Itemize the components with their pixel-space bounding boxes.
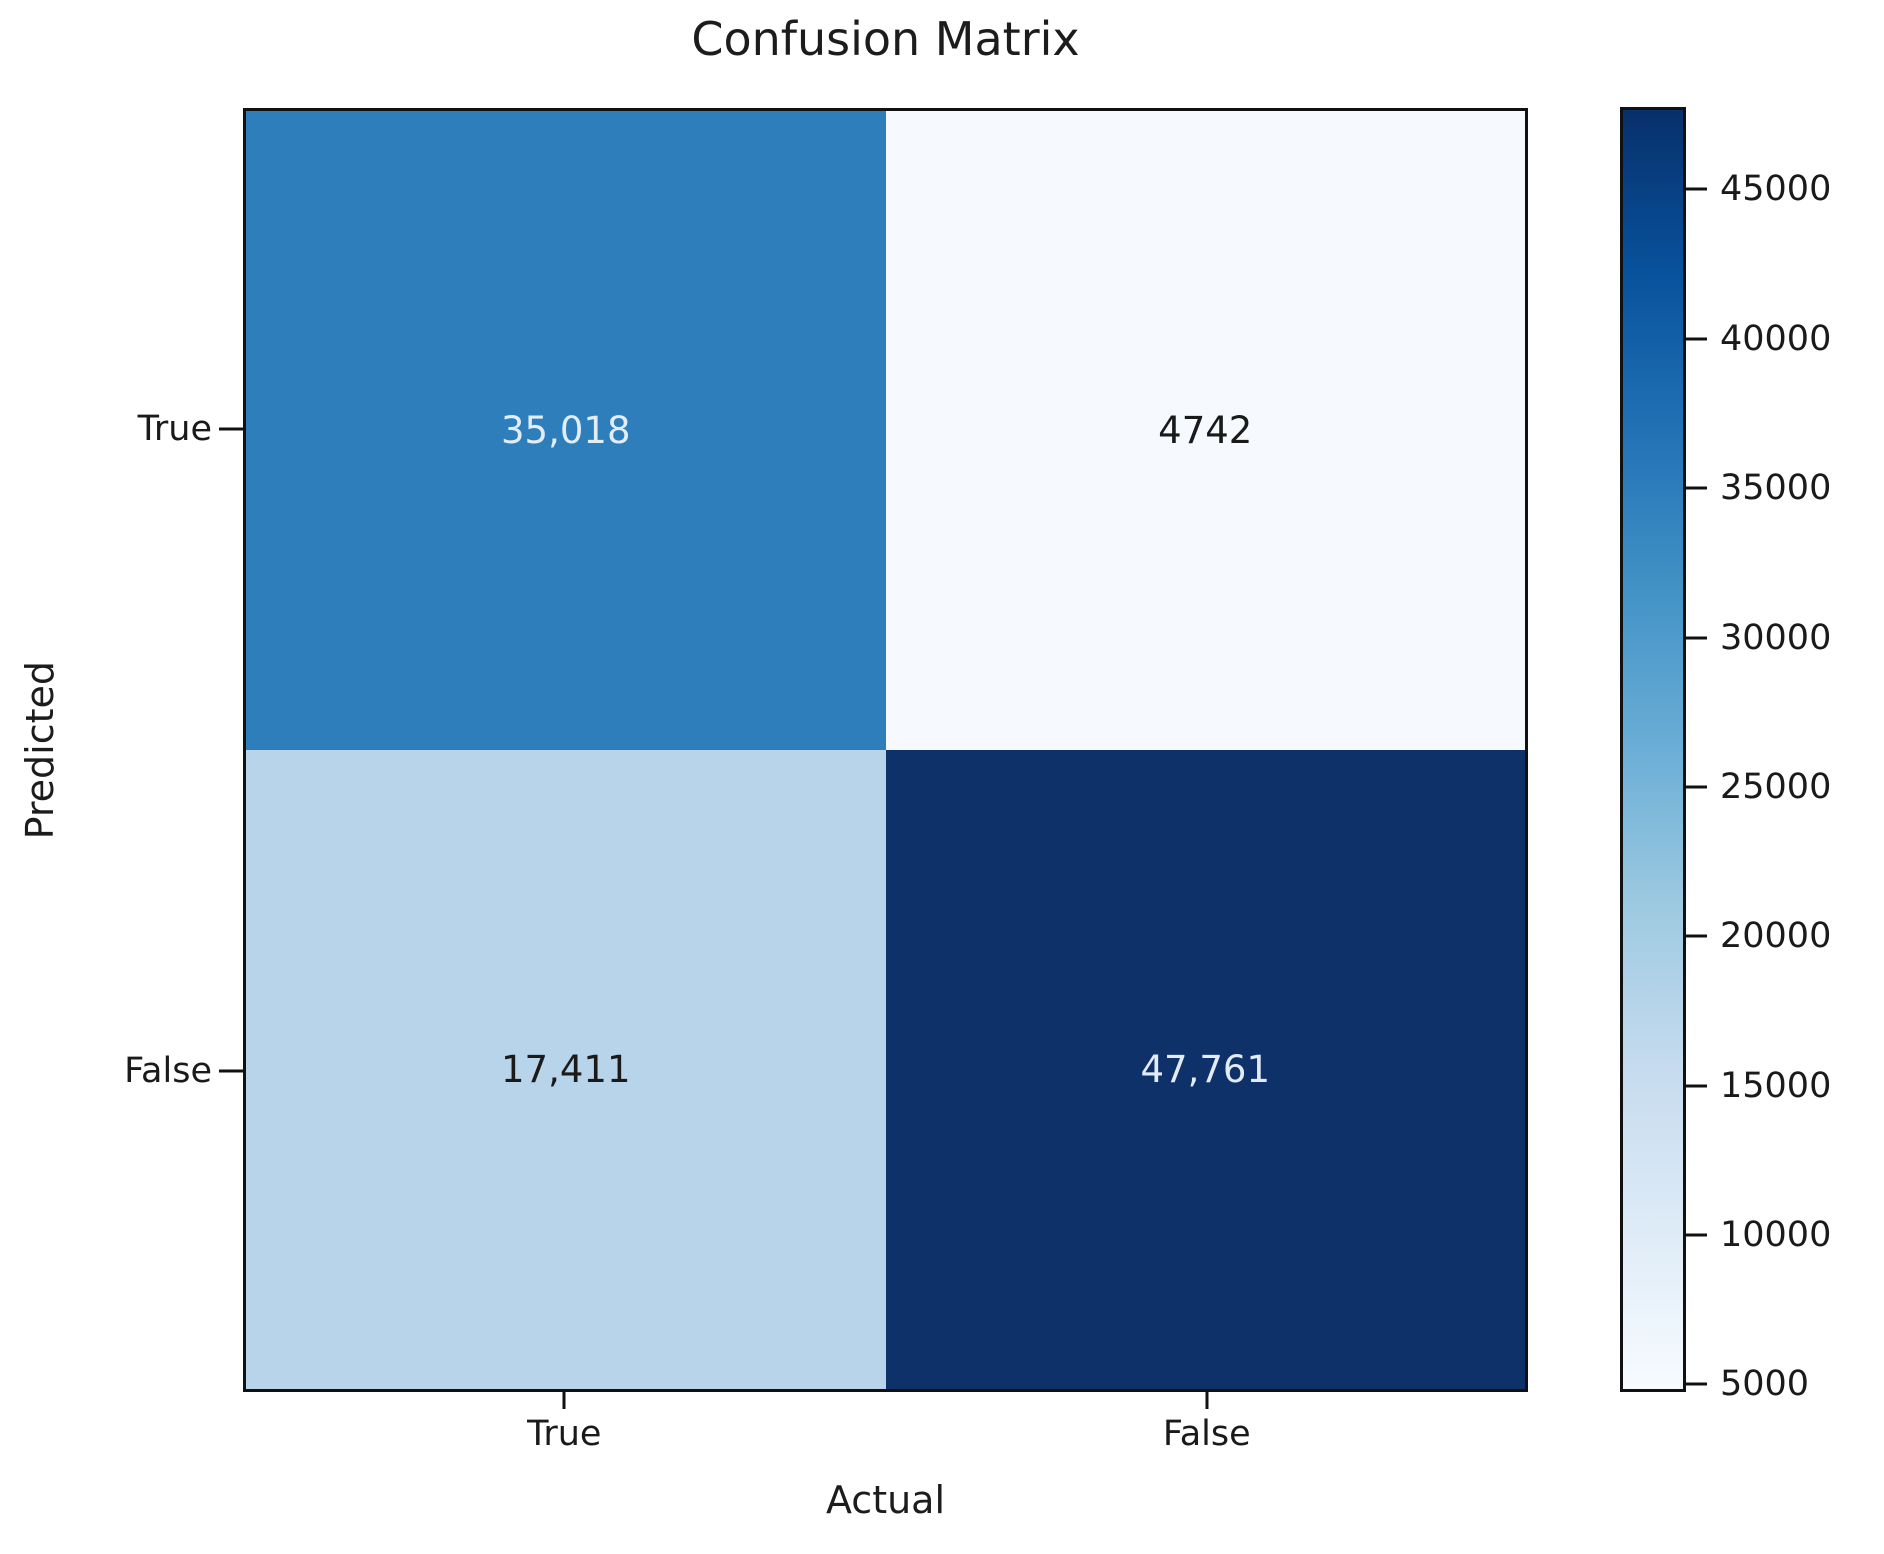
colorbar-tickmark (1686, 1382, 1707, 1386)
colorbar-ticklabel: 20000 (1720, 916, 1832, 957)
y-tickmark (219, 1069, 243, 1073)
colorbar-ticklabel: 25000 (1720, 766, 1832, 807)
heatmap-cells: 35,018 4742 17,411 47,761 (246, 111, 1525, 1389)
colorbar-ticklabel: 15000 (1720, 1065, 1832, 1106)
y-ticklabel: True (137, 409, 212, 449)
colorbar-tickmark (1686, 636, 1707, 640)
x-tickmark (562, 1392, 566, 1409)
heatmap-plot-area: 35,018 4742 17,411 47,761 (243, 108, 1528, 1392)
x-axis-tickmarks (243, 1392, 1528, 1412)
x-axis-label: Actual (825, 1478, 946, 1522)
x-tickmark (1205, 1392, 1209, 1409)
colorbar-tickmark (1686, 1084, 1707, 1088)
colorbar-tickmark (1686, 337, 1707, 341)
x-axis-ticklabels: True False (243, 1414, 1528, 1464)
y-axis-tickmarks (219, 108, 243, 1392)
colorbar-ticklabel: 30000 (1720, 617, 1832, 658)
colorbar-ticks: 45000 40000 35000 30000 25000 20000 15000 10000… (1686, 107, 1884, 1404)
colorbar-ticklabel: 45000 (1720, 169, 1832, 210)
colorbar-tickmark (1686, 934, 1707, 938)
colorbar-tickmark (1686, 187, 1707, 191)
colorbar-tickmark (1686, 486, 1707, 490)
colorbar-ticklabel: 10000 (1720, 1214, 1832, 1255)
x-ticklabel: False (1162, 1414, 1251, 1454)
colorbar-ticklabel: 5000 (1720, 1364, 1810, 1405)
colorbar-tickmark (1686, 785, 1707, 789)
heatmap-cell: 47,761 (885, 750, 1525, 1389)
colorbar-ticklabel: 40000 (1720, 318, 1832, 359)
y-ticklabel: False (124, 1051, 212, 1091)
chart-title: Confusion Matrix (691, 12, 1080, 66)
heatmap-cell: 4742 (885, 111, 1525, 750)
heatmap-cell: 17,411 (246, 750, 886, 1389)
x-ticklabel: True (527, 1414, 602, 1454)
colorbar-ticklabel: 35000 (1720, 468, 1832, 509)
colorbar-tickmark (1686, 1233, 1707, 1237)
colorbar (1620, 107, 1686, 1392)
heatmap-cell: 35,018 (246, 111, 886, 750)
y-tickmark (219, 427, 243, 431)
y-axis-ticklabels: True False (0, 108, 212, 1392)
